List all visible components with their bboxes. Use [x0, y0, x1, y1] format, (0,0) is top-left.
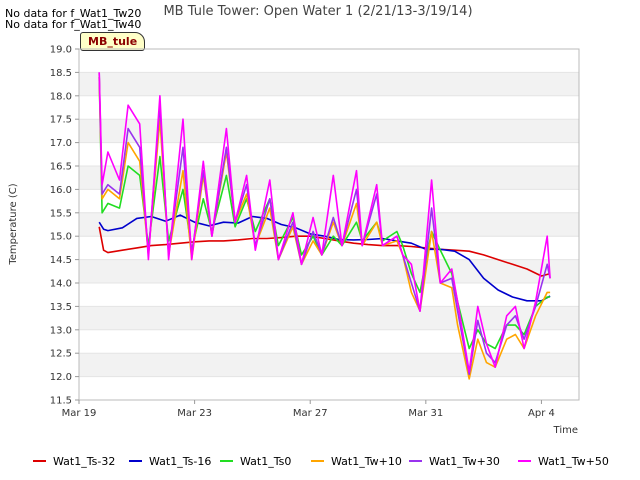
y-tick-label: 11.5 — [50, 396, 72, 407]
legend-label: Wat1_Ts0 — [240, 455, 291, 468]
grid-band — [79, 72, 579, 96]
x-tick-label: Apr 4 — [528, 408, 555, 419]
site-tag: MB_tule — [80, 32, 146, 51]
legend-label: Wat1_Tw+30 — [429, 455, 500, 468]
y-axis-label: Temperature (C) — [8, 183, 19, 265]
y-tick-label: 18.0 — [50, 91, 72, 102]
no-data-note-1: No data for f_Wat1_Tw20 — [5, 7, 142, 20]
y-tick-label: 17.0 — [50, 138, 72, 149]
grid-band — [79, 259, 579, 283]
y-tick-label: 13.5 — [50, 302, 72, 313]
y-tick-label: 18.5 — [50, 68, 72, 79]
grid-band — [79, 353, 579, 377]
legend: Wat1_Ts-32 Wat1_Ts-16 Wat1_Ts0 Wat1_Tw+10 Wa… — [33, 455, 609, 468]
legend-label: Wat1_Tw+50 — [538, 455, 609, 468]
y-tick-label: 12.5 — [50, 349, 72, 360]
grid-band — [79, 119, 579, 143]
x-tick-label: Mar 23 — [177, 408, 212, 419]
grid-band — [79, 212, 579, 237]
y-tick-label: 15.0 — [50, 232, 72, 243]
y-tick-label: 17.5 — [50, 115, 72, 126]
x-tick-label: Mar 31 — [408, 408, 443, 419]
legend-label: Wat1_Tw+10 — [331, 455, 402, 468]
y-tick-label: 15.5 — [50, 208, 72, 219]
y-axis: 11.5 12.0 12.5 13.0 13.5 14.0 14.5 15.0 15.5 16.0… — [50, 45, 79, 407]
x-tick-label: Mar 19 — [62, 408, 97, 419]
y-tick-label: 16.5 — [50, 162, 72, 173]
y-tick-label: 16.0 — [50, 185, 72, 196]
legend-label: Wat1_Ts-32 — [53, 455, 115, 468]
y-tick-label: 13.0 — [50, 325, 72, 336]
y-tick-label: 19.0 — [50, 45, 72, 56]
legend-label: Wat1_Ts-16 — [149, 455, 211, 468]
x-axis-label: Time — [553, 425, 578, 436]
chart-title: MB Tule Tower: Open Water 1 (2/21/13-3/1… — [163, 4, 472, 19]
y-tick-label: 14.0 — [50, 279, 72, 290]
grid-band — [79, 306, 579, 330]
y-tick-label: 12.0 — [50, 372, 72, 383]
y-tick-label: 14.5 — [50, 255, 72, 266]
plot-frame — [78, 48, 580, 401]
x-axis: Mar 19 Mar 23 Mar 27 Mar 31 Apr 4 — [62, 400, 555, 419]
series-line-wat1-tw-50 — [98, 72, 551, 373]
series-lines — [98, 72, 551, 380]
no-data-note-2: No data for f_Wat1_Tw40 — [5, 18, 142, 31]
x-tick-label: Mar 27 — [293, 408, 328, 419]
